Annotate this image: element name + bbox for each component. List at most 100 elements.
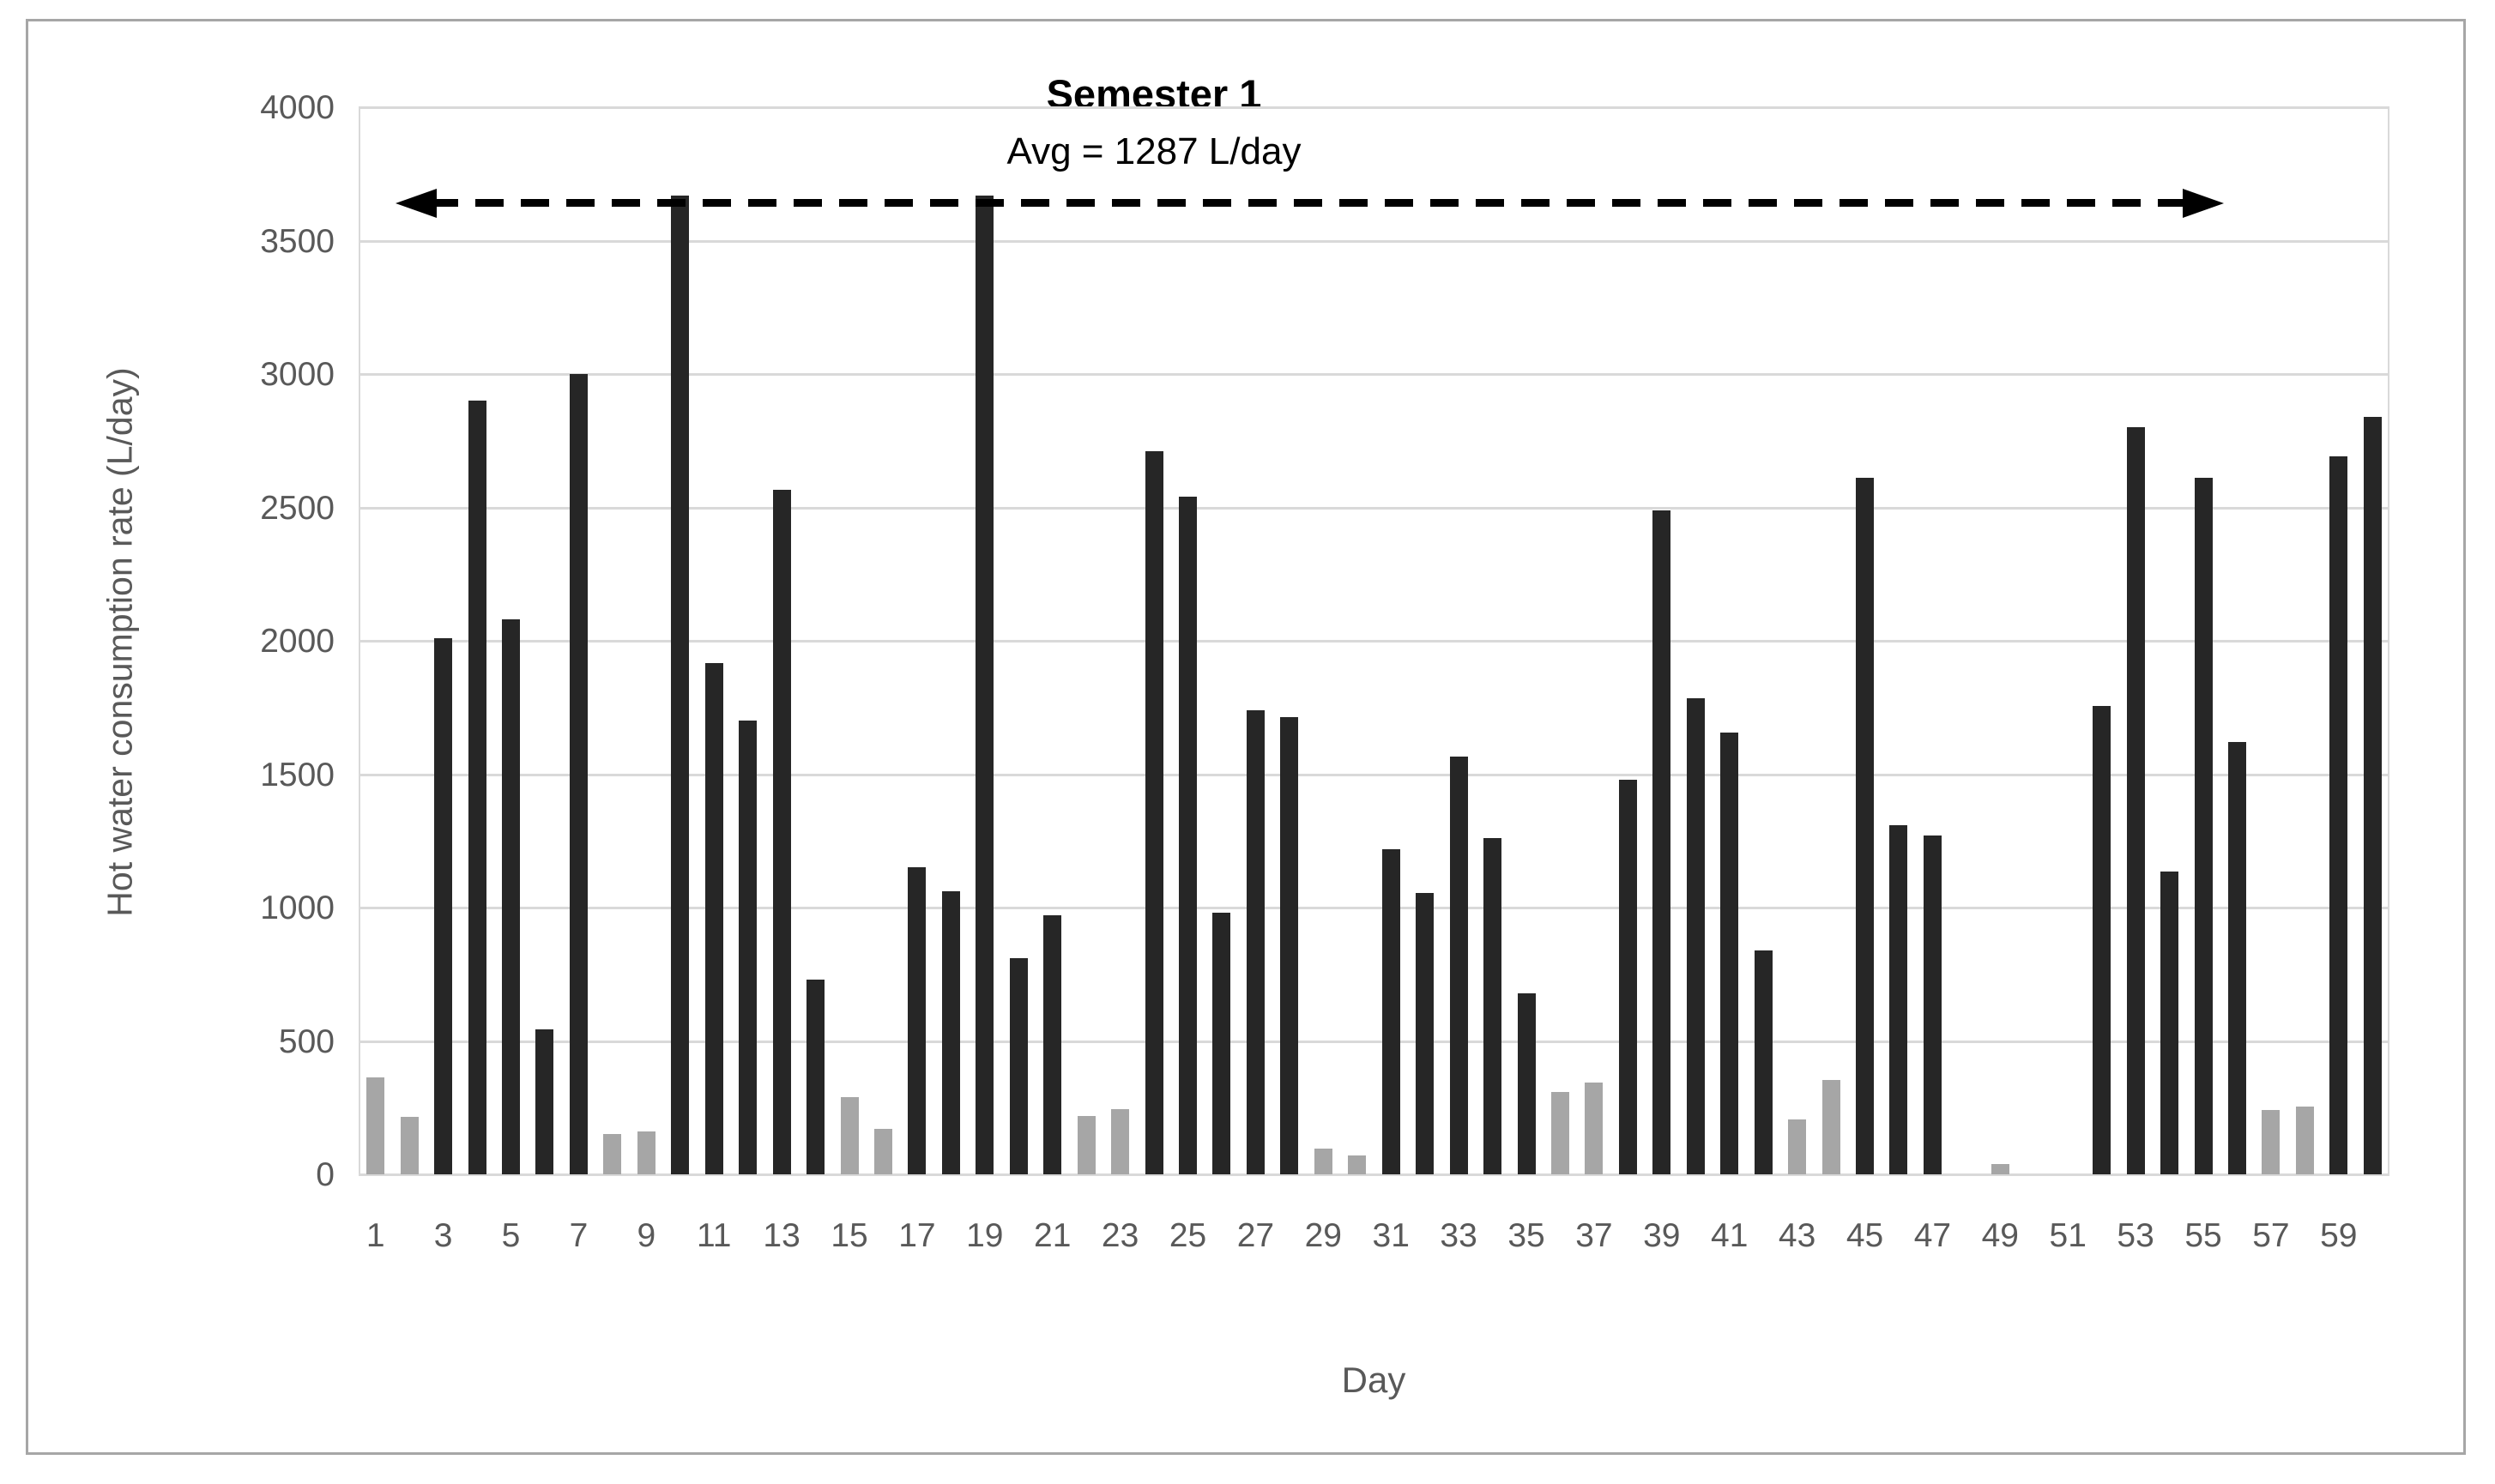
x-tick-label-53: 53 [2117,1217,2154,1254]
bar-day-31 [1381,848,1400,1174]
x-tick-label-29: 29 [1304,1217,1342,1254]
x-tick-label-59: 59 [2320,1217,2358,1254]
y-tick-label-2000: 2000 [260,623,335,660]
gridline-1500 [359,773,2389,776]
y-tick-label-0: 0 [316,1156,335,1193]
bar-day-13 [772,490,791,1174]
bar-day-53 [2126,427,2145,1174]
x-tick-label-3: 3 [433,1217,453,1254]
bar-day-15 [840,1096,859,1174]
y-tick-label-4000: 4000 [260,89,335,126]
bar-day-21 [1043,915,1062,1174]
x-tick-label-33: 33 [1440,1217,1477,1254]
avg-arrow-right-head [2182,188,2224,218]
x-tick-label-9: 9 [637,1217,656,1254]
x-tick-label-1: 1 [365,1217,385,1254]
bar-day-18 [941,891,960,1174]
bar-day-38 [1618,779,1637,1174]
avg-arrow-line [430,199,2190,208]
bar-day-49 [1991,1163,2009,1174]
bar-day-23 [1111,1108,1130,1174]
bar-day-10 [671,195,690,1174]
bar-day-43 [1788,1119,1807,1174]
bar-day-26 [1212,913,1231,1174]
bar-day-45 [1856,478,1875,1174]
x-tick-label-57: 57 [2252,1217,2290,1254]
avg-arrow-left-head [396,188,438,218]
bar-day-28 [1280,716,1299,1174]
x-tick-label-45: 45 [1846,1217,1884,1254]
x-tick-label-37: 37 [1575,1217,1613,1254]
x-axis-title: Day [1341,1360,1406,1400]
bar-day-58 [2295,1106,2314,1174]
bar-day-30 [1348,1155,1367,1174]
bar-day-33 [1449,757,1468,1174]
x-tick-label-41: 41 [1711,1217,1749,1254]
x-tick-label-21: 21 [1034,1217,1072,1254]
bar-day-40 [1686,697,1705,1174]
bar-day-59 [2329,456,2348,1174]
x-tick-label-51: 51 [2049,1217,2087,1254]
bar-day-32 [1416,892,1435,1174]
bar-day-3 [434,637,453,1174]
bar-day-4 [468,401,486,1174]
y-tick-label-500: 500 [278,1023,335,1060]
gridline-3500 [359,239,2389,243]
x-tick-label-35: 35 [1507,1217,1545,1254]
x-tick-label-27: 27 [1236,1217,1275,1254]
bar-day-17 [908,867,927,1174]
x-tick-label-31: 31 [1372,1217,1410,1254]
y-tick-label-3000: 3000 [260,356,335,393]
bar-day-37 [1585,1082,1604,1174]
figure-border [26,19,2466,1455]
x-tick-label-11: 11 [696,1217,732,1254]
gridline-500 [359,1040,2389,1043]
bar-day-9 [637,1131,655,1174]
x-tick-label-49: 49 [1981,1217,2019,1254]
bar-day-47 [1923,836,1942,1174]
bar-day-35 [1517,992,1536,1174]
x-tick-label-7: 7 [569,1217,589,1254]
bar-day-16 [873,1129,892,1174]
gridline-0 [359,1173,2389,1176]
bar-day-22 [1077,1115,1096,1174]
bar-day-34 [1483,838,1502,1174]
bar-day-57 [2262,1110,2281,1174]
chart-title: Semester 1 [1046,71,1262,117]
x-tick-label-13: 13 [763,1217,800,1254]
x-tick-label-55: 55 [2184,1217,2222,1254]
bar-day-44 [1821,1079,1840,1174]
gridline-1000 [359,907,2389,909]
bar-day-24 [1145,451,1163,1174]
y-tick-label-2500: 2500 [260,489,335,527]
plot-left-edge-line [359,107,360,1174]
bar-day-12 [739,721,758,1174]
bar-day-2 [400,1117,419,1174]
gridline-2000 [359,640,2389,642]
x-tick-label-17: 17 [898,1217,936,1254]
bar-day-29 [1314,1149,1332,1174]
bar-day-6 [535,1029,554,1174]
bar-day-14 [806,979,825,1174]
x-tick-label-47: 47 [1913,1217,1952,1254]
bar-day-8 [603,1134,622,1174]
bar-day-7 [569,374,588,1174]
x-tick-label-5: 5 [501,1217,521,1254]
x-tick-label-25: 25 [1169,1217,1207,1254]
bar-day-1 [366,1077,385,1174]
bar-day-36 [1550,1091,1569,1174]
y-axis-title: Hot water consumption rate (L/day) [100,367,140,917]
bar-day-60 [2363,416,2382,1174]
bar-day-25 [1179,497,1198,1174]
bar-day-41 [1720,733,1739,1174]
bar-day-52 [2093,706,2111,1174]
bar-day-27 [1246,709,1265,1174]
bar-day-55 [2194,478,2213,1174]
x-tick-label-39: 39 [1643,1217,1681,1254]
y-tick-label-1500: 1500 [260,756,335,793]
x-tick-label-19: 19 [966,1217,1004,1254]
y-tick-label-3500: 3500 [260,222,335,260]
bar-day-56 [2227,742,2246,1174]
bar-day-46 [1889,824,1908,1174]
bar-day-11 [704,663,723,1174]
